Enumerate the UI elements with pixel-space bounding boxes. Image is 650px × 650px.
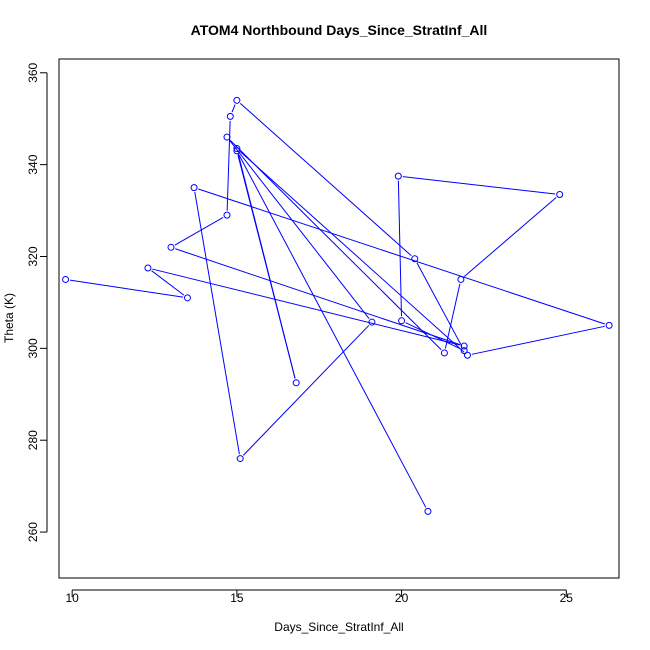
series-segment bbox=[151, 270, 185, 296]
series-segment bbox=[174, 216, 224, 246]
series-segment bbox=[239, 102, 412, 257]
data-point bbox=[233, 145, 241, 153]
y-tick-label: 260 bbox=[26, 522, 40, 542]
y-tick-label: 360 bbox=[26, 62, 40, 82]
series-segment bbox=[397, 180, 402, 317]
y-tick-label: 280 bbox=[26, 430, 40, 450]
x-axis-label: Days_Since_StratInf_All bbox=[274, 620, 403, 634]
y-tick-label: 340 bbox=[26, 154, 40, 174]
data-point bbox=[62, 275, 70, 283]
x-axis: 10 15 20 25 bbox=[65, 589, 574, 605]
data-point bbox=[223, 133, 231, 141]
series-segment bbox=[229, 139, 442, 351]
data-point bbox=[440, 349, 448, 357]
data-point bbox=[144, 264, 152, 272]
series-segment bbox=[237, 155, 296, 379]
data-point bbox=[556, 190, 564, 198]
chart-title: ATOM4 Northbound Days_Since_StratInf_All bbox=[191, 22, 488, 38]
data-point bbox=[460, 347, 468, 355]
series-segment bbox=[69, 279, 184, 298]
data-point bbox=[460, 342, 468, 350]
series-segment bbox=[231, 104, 236, 113]
series-segment bbox=[194, 191, 240, 455]
data-point bbox=[411, 255, 419, 263]
series bbox=[62, 96, 613, 515]
series-segment bbox=[242, 325, 370, 456]
x-tick-label: 10 bbox=[65, 591, 79, 605]
series-segment bbox=[416, 262, 463, 347]
data-point bbox=[394, 172, 402, 180]
data-point bbox=[190, 184, 198, 192]
y-axis-label: Theta (K) bbox=[2, 293, 16, 343]
data-point bbox=[223, 211, 231, 219]
y-axis: 260 280 300 320 340 360 bbox=[26, 62, 48, 542]
data-point bbox=[457, 275, 465, 283]
series-segment bbox=[229, 140, 370, 319]
data-point bbox=[226, 112, 234, 120]
x-tick-label: 25 bbox=[560, 591, 574, 605]
series-segment bbox=[238, 154, 427, 508]
series-segment bbox=[402, 176, 556, 195]
series-segment bbox=[239, 151, 465, 353]
data-point bbox=[183, 294, 191, 302]
data-point bbox=[236, 455, 244, 463]
data-point bbox=[368, 318, 376, 326]
data-point bbox=[605, 321, 613, 329]
data-point bbox=[398, 317, 406, 325]
data-point bbox=[167, 243, 175, 251]
series-segment bbox=[152, 268, 460, 346]
data-point bbox=[292, 379, 300, 387]
series-segment bbox=[175, 248, 461, 346]
plot-frame bbox=[58, 58, 620, 579]
y-tick-label: 300 bbox=[26, 338, 40, 358]
series-segment bbox=[471, 325, 605, 355]
series-segment bbox=[463, 197, 557, 277]
x-tick-label: 20 bbox=[395, 591, 409, 605]
x-tick-label: 15 bbox=[230, 591, 244, 605]
data-point bbox=[233, 96, 241, 104]
data-point bbox=[233, 147, 241, 155]
y-tick-label: 320 bbox=[26, 246, 40, 266]
series-segment bbox=[405, 322, 461, 350]
series-segment bbox=[198, 188, 606, 325]
data-point bbox=[424, 507, 432, 515]
data-point bbox=[463, 351, 471, 359]
